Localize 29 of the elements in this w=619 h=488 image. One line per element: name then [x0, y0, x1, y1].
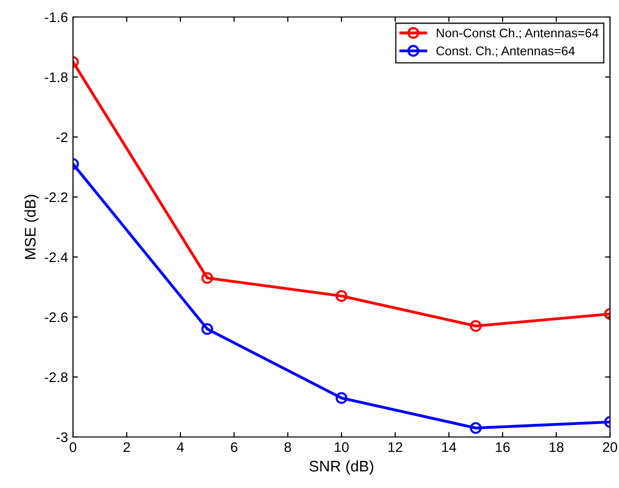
legend-label: Non-Const Ch.; Antennas=64 — [436, 28, 598, 39]
point — [201, 323, 214, 335]
x-tick-label: 4 — [176, 442, 184, 452]
x-tick-label: 12 — [388, 442, 402, 452]
x-tick-label: 20 — [602, 442, 618, 452]
x-tick-label: 8 — [284, 442, 292, 452]
point — [336, 290, 348, 302]
y-tick-label: -3 — [56, 432, 68, 442]
y-tick-label: -1.8 — [44, 72, 68, 82]
y-tick-label: -2.6 — [44, 312, 68, 322]
y-tick-label: -2.4 — [44, 252, 68, 262]
x-tick-label: 0 — [70, 442, 76, 452]
point — [470, 422, 482, 434]
x-tick-label: 6 — [230, 442, 238, 452]
x-tick-label: 2 — [124, 442, 130, 452]
y-tick-label: -2.8 — [44, 372, 68, 382]
x-tick-label: 18 — [550, 442, 564, 452]
x-tick-label: 16 — [496, 442, 510, 452]
x-tick-label: 14 — [442, 442, 456, 452]
x-tick-label: 10 — [334, 442, 349, 452]
point — [201, 272, 214, 284]
y-tick-label: -2.2 — [44, 192, 68, 202]
point — [470, 320, 482, 332]
y-tick-label: -1.6 — [44, 12, 68, 22]
point — [336, 392, 348, 404]
x-axis-title: SNR (dB) — [310, 460, 374, 475]
legend-label: Const. Ch.; Antennas=64 — [436, 46, 575, 57]
y-tick-label: -2 — [56, 132, 68, 142]
y-axis-title: MSE (dB) — [24, 194, 39, 259]
